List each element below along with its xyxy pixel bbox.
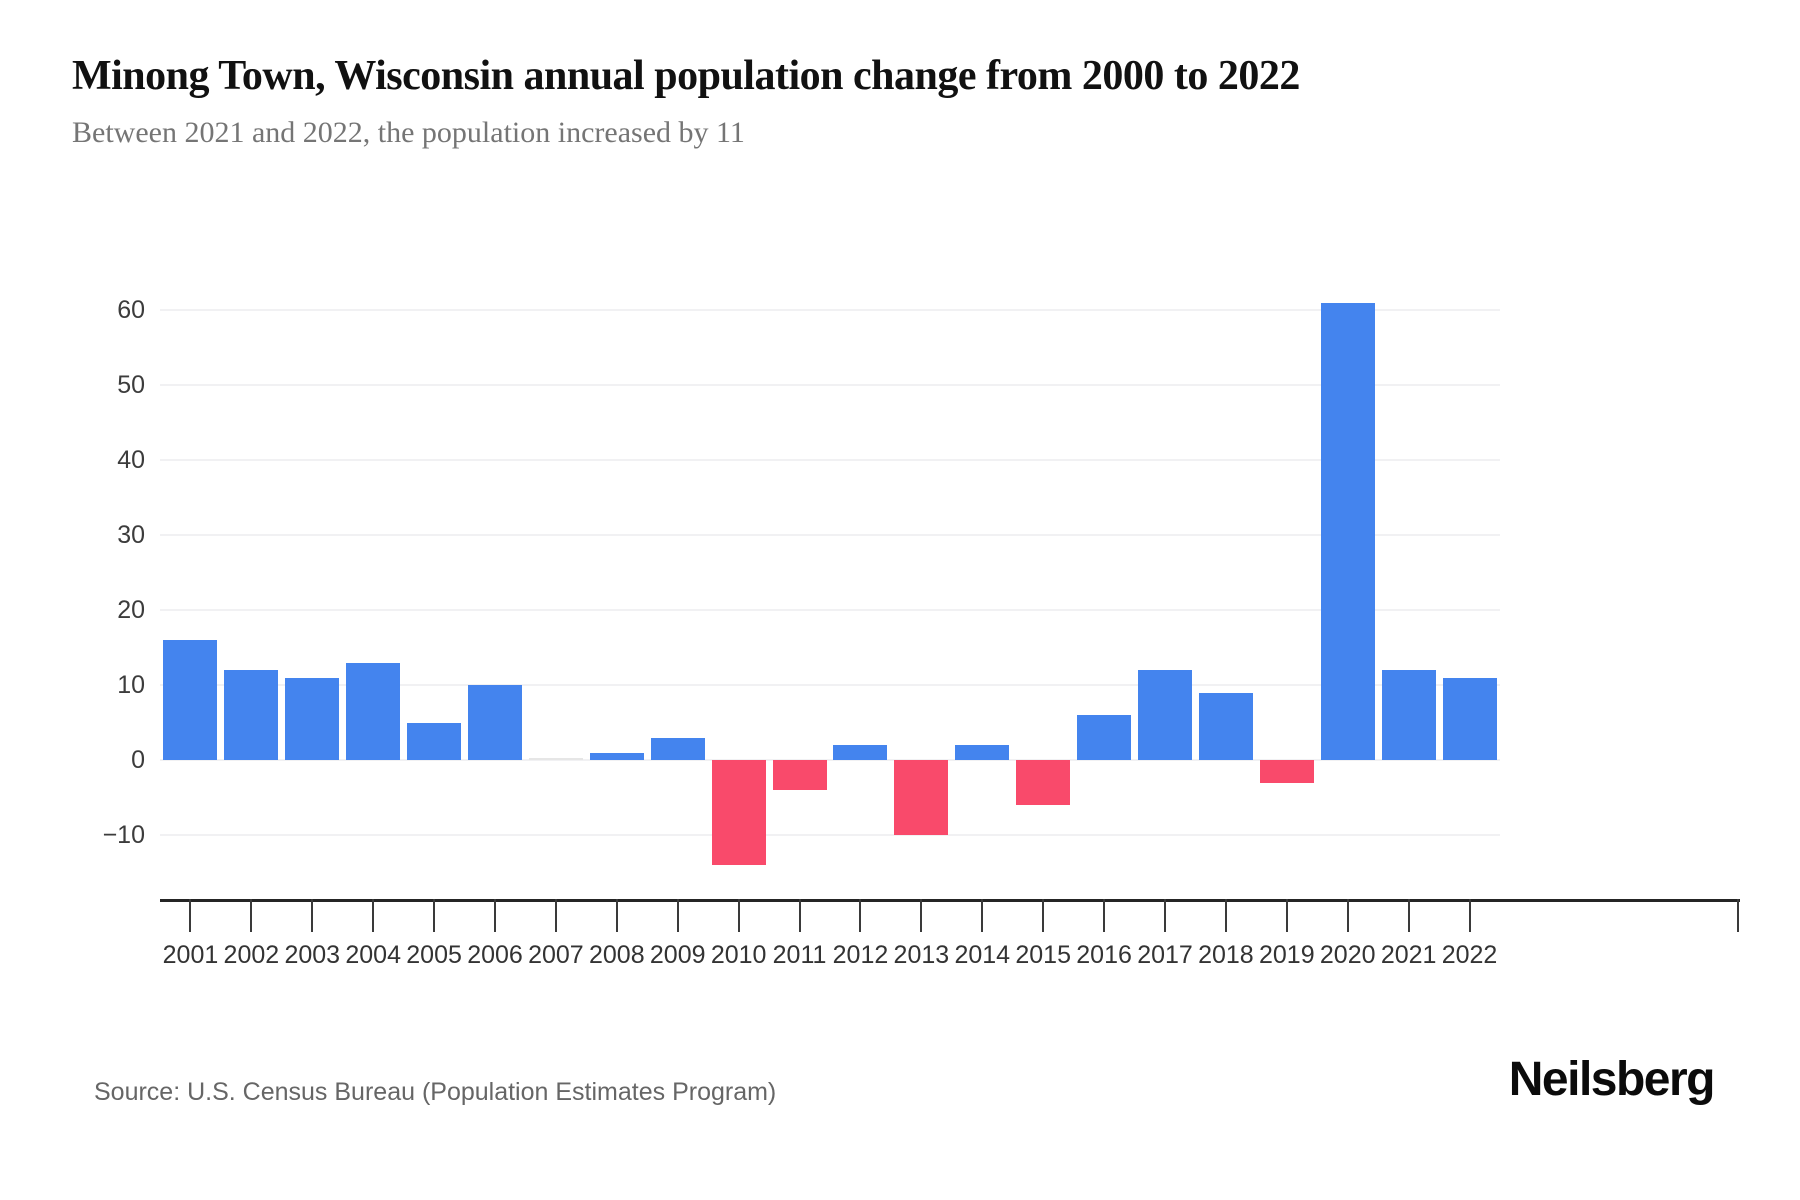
x-axis-tick-label: 2002 xyxy=(223,941,280,969)
x-axis-tick xyxy=(1346,899,1349,932)
x-axis-tick xyxy=(189,899,192,932)
x-axis-tick-label: 2001 xyxy=(162,941,219,969)
x-axis-tick xyxy=(554,899,557,932)
bar-2020 xyxy=(1320,302,1375,760)
x-axis-tick xyxy=(1407,899,1410,932)
x-axis-tick xyxy=(1042,899,1045,932)
bar-2010 xyxy=(711,760,766,865)
bar-2017 xyxy=(1138,670,1192,760)
x-axis-tick xyxy=(1164,899,1166,932)
bar-2001 xyxy=(163,640,218,760)
x-axis-tick-label: 2005 xyxy=(406,941,462,969)
bar-2013 xyxy=(894,760,949,835)
x-axis-tick-label: 2013 xyxy=(893,941,950,969)
bar-2007 xyxy=(528,758,583,760)
y-axis-tick-label: 40 xyxy=(117,446,145,474)
y-axis-tick-label: 10 xyxy=(117,671,145,699)
bar-2016 xyxy=(1077,715,1132,760)
x-axis-tick xyxy=(737,899,740,932)
bar-2011 xyxy=(772,760,827,790)
gridline-30 xyxy=(160,534,1500,536)
x-axis-tick-label: 2018 xyxy=(1198,941,1254,969)
x-axis-tick xyxy=(1468,899,1471,932)
x-axis-tick xyxy=(1285,899,1288,932)
x-axis-tick xyxy=(920,899,923,932)
bar-2015 xyxy=(1016,760,1071,805)
x-axis-tick-label: 2003 xyxy=(284,941,341,969)
y-axis-tick-label: −10 xyxy=(102,821,145,849)
bar-2018 xyxy=(1198,692,1253,760)
x-axis-tick xyxy=(250,899,253,932)
y-axis-tick-label: 20 xyxy=(117,596,145,624)
x-axis-tick-label: 2007 xyxy=(528,941,584,969)
y-axis-tick-label: 50 xyxy=(117,371,145,399)
bar-2019 xyxy=(1259,760,1314,783)
x-axis-tick-label: 2020 xyxy=(1319,941,1376,969)
x-axis-tick-label: 2010 xyxy=(710,941,767,969)
x-axis-tick-label: 2021 xyxy=(1380,941,1437,969)
bar-2003 xyxy=(285,677,340,760)
source-note: Source: U.S. Census Bureau (Population E… xyxy=(94,1078,777,1106)
x-axis-tick xyxy=(859,899,862,932)
x-axis-tick-label: 2017 xyxy=(1137,941,1193,969)
gridline-50 xyxy=(160,384,1500,386)
bar-2008 xyxy=(589,752,644,760)
gridline-20 xyxy=(160,609,1500,611)
gridline-10 xyxy=(160,684,1500,686)
gridline-60 xyxy=(160,309,1500,311)
bar-2002 xyxy=(224,670,279,760)
gridline--10 xyxy=(160,834,1500,836)
x-axis-tick xyxy=(615,899,618,932)
x-axis-tick-label: 2014 xyxy=(954,941,1011,969)
x-axis-tick-label: 2016 xyxy=(1076,941,1132,969)
x-axis-tick xyxy=(676,899,679,932)
y-axis-tick-label: 60 xyxy=(117,296,145,324)
y-axis-tick-label: 0 xyxy=(131,746,145,774)
x-axis-tick xyxy=(433,899,436,932)
gridline-40 xyxy=(160,459,1500,461)
bar-2004 xyxy=(346,662,401,760)
bar-2021 xyxy=(1381,670,1436,760)
bar-2006 xyxy=(468,685,522,760)
bar-2012 xyxy=(833,745,888,760)
x-axis-tick xyxy=(372,899,375,932)
x-axis-line xyxy=(160,899,1740,902)
bar-2014 xyxy=(955,745,1010,760)
x-axis-tick xyxy=(1103,899,1106,932)
bar-2009 xyxy=(650,737,705,760)
gridline-0 xyxy=(160,759,1500,761)
x-axis-tick xyxy=(1224,899,1227,932)
x-axis-tick-label: 2015 xyxy=(1015,941,1071,969)
y-axis-tick-label: 30 xyxy=(117,521,145,549)
x-axis-end-tick xyxy=(1737,899,1739,932)
neilsberg-logo: Neilsberg xyxy=(1508,1053,1716,1106)
x-axis-tick-label: 2019 xyxy=(1259,941,1315,969)
x-axis-tick-label: 2011 xyxy=(772,941,827,969)
x-axis-tick xyxy=(494,899,496,932)
x-axis-tick-label: 2009 xyxy=(649,941,706,969)
chart-title: Minong Town, Wisconsin annual population… xyxy=(72,53,1300,99)
bar-2022 xyxy=(1442,677,1497,760)
chart-subtitle: Between 2021 and 2022, the population in… xyxy=(72,116,745,149)
x-axis-tick xyxy=(798,899,801,932)
x-axis-tick xyxy=(311,899,314,932)
x-axis-tick xyxy=(981,899,984,932)
x-axis-tick-label: 2006 xyxy=(467,941,523,969)
x-axis-tick-label: 2008 xyxy=(589,941,645,969)
x-axis-tick-label: 2004 xyxy=(345,941,401,969)
x-axis-tick-label: 2022 xyxy=(1441,941,1498,969)
bar-2005 xyxy=(407,722,462,760)
x-axis-tick-label: 2012 xyxy=(832,941,889,969)
